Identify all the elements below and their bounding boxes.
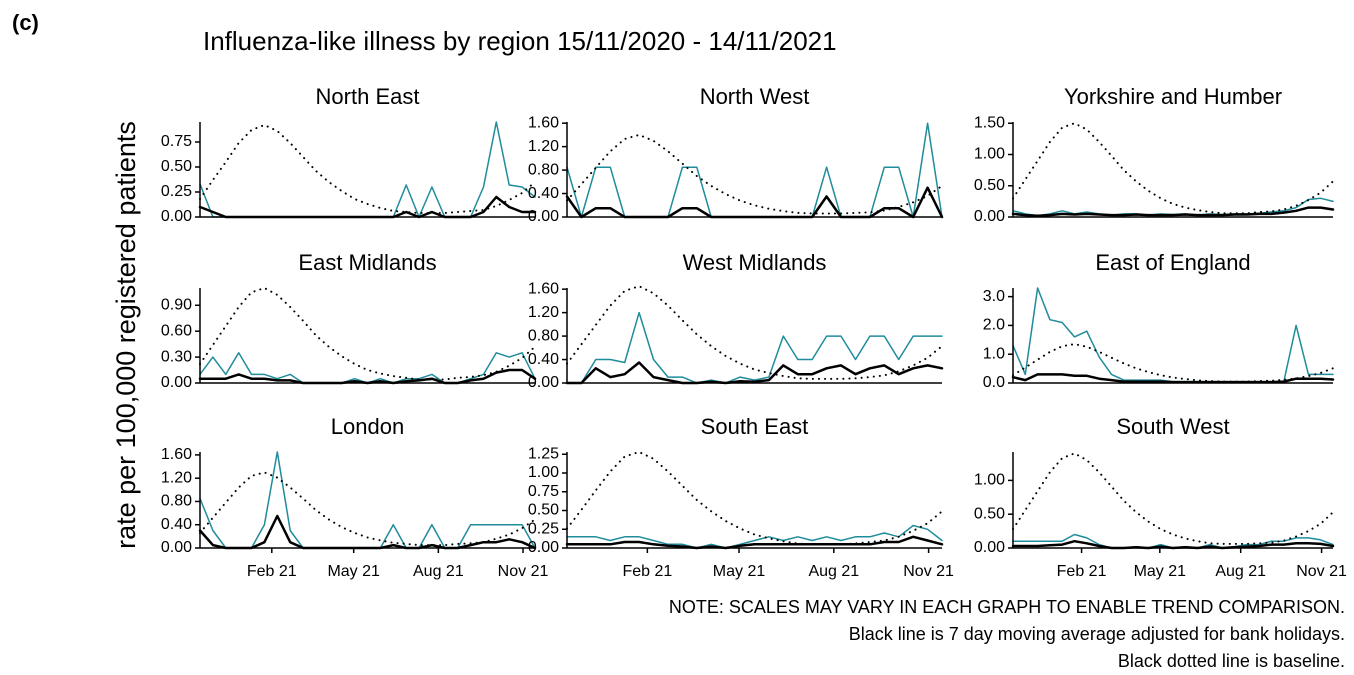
y-tick-label: 0.50 <box>528 502 559 519</box>
y-tick-label: 0.00 <box>974 539 1005 556</box>
y-tick-label: 0.0 <box>983 374 1005 391</box>
y-tick-label: 0.50 <box>974 177 1005 194</box>
baseline-line <box>1012 452 1334 545</box>
moving-average-line <box>198 514 537 550</box>
panel-title: Yorkshire and Humber <box>1064 84 1282 109</box>
x-tick-label: May 21 <box>327 563 380 580</box>
x-tick-label: May 21 <box>1134 563 1187 580</box>
y-tick-label: 0.00 <box>528 539 559 556</box>
x-tick-label: Aug 21 <box>413 563 464 580</box>
daily-rate-line <box>1012 287 1334 383</box>
panel-title: East of England <box>1095 250 1250 275</box>
y-tick-label: 1.00 <box>974 146 1005 163</box>
y-tick-label: 1.60 <box>528 280 559 297</box>
moving-average-line <box>565 361 944 385</box>
y-tick-label: 2.0 <box>983 317 1005 334</box>
x-tick-label: Feb 21 <box>622 563 672 580</box>
y-tick-label: 1.0 <box>983 345 1005 362</box>
baseline-line <box>199 124 536 214</box>
x-tick-label: Feb 21 <box>1057 563 1107 580</box>
daily-rate-line <box>566 524 943 549</box>
y-tick-label: 0.50 <box>974 505 1005 522</box>
panel-title: North West <box>700 84 810 109</box>
moving-average-line <box>1011 373 1335 384</box>
y-tick-label: 1.50 <box>974 114 1005 131</box>
moving-average-line <box>1011 539 1335 550</box>
panel-title: East Midlands <box>298 250 436 275</box>
y-tick-label: 0.25 <box>161 183 192 200</box>
y-tick-label: 0.75 <box>161 133 192 150</box>
y-tick-label: 0.90 <box>161 296 192 313</box>
panel-title: London <box>331 414 404 439</box>
y-tick-label: 1.20 <box>161 469 192 486</box>
y-tick-label: 0.40 <box>161 516 192 533</box>
baseline-line <box>199 471 536 547</box>
x-tick-label: Nov 21 <box>1296 563 1347 580</box>
x-tick-label: Aug 21 <box>808 563 859 580</box>
baseline-line <box>566 133 943 215</box>
baseline-line <box>1012 343 1334 383</box>
x-tick-label: Nov 21 <box>903 563 954 580</box>
x-tick-label: Nov 21 <box>498 563 549 580</box>
y-tick-label: 0.80 <box>161 493 192 510</box>
y-tick-label: 1.20 <box>528 304 559 321</box>
baseline-line <box>566 285 943 380</box>
note: Black dotted line is baseline. <box>1118 651 1345 671</box>
moving-average-line <box>1011 206 1335 218</box>
panel-title: West Midlands <box>683 250 827 275</box>
y-tick-label: 0.80 <box>528 327 559 344</box>
panel-title: North East <box>316 84 420 109</box>
x-tick-label: May 21 <box>713 563 766 580</box>
daily-rate-line <box>199 451 536 549</box>
daily-rate-line <box>199 121 536 218</box>
baseline-line <box>1012 122 1334 215</box>
y-tick-label: 1.25 <box>528 445 559 462</box>
y-tick-label: 0.80 <box>528 161 559 178</box>
y-tick-label: 0.40 <box>528 185 559 202</box>
y-tick-label: 1.00 <box>528 464 559 481</box>
baseline-line <box>566 451 943 546</box>
moving-average-line <box>565 535 944 550</box>
x-tick-label: Aug 21 <box>1215 563 1266 580</box>
y-tick-label: 0.00 <box>974 208 1005 225</box>
y-tick-label: 0.30 <box>161 348 192 365</box>
note: Black line is 7 day moving average adjus… <box>849 624 1345 644</box>
y-tick-label: 1.00 <box>974 472 1005 489</box>
y-tick-label: 0.25 <box>528 520 559 537</box>
x-tick-label: Feb 21 <box>247 563 297 580</box>
y-tick-label: 0.50 <box>161 158 192 175</box>
y-tick-label: 0.60 <box>161 322 192 339</box>
daily-rate-line <box>566 311 943 384</box>
y-tick-label: 0.00 <box>528 208 559 225</box>
y-tick-label: 0.00 <box>161 374 192 391</box>
moving-average-line <box>198 195 537 219</box>
y-tick-label: 1.60 <box>161 446 192 463</box>
note: NOTE: SCALES MAY VARY IN EACH GRAPH TO E… <box>669 597 1345 617</box>
daily-rate-line <box>566 122 943 218</box>
y-tick-label: 0.00 <box>528 374 559 391</box>
y-tick-label: 0.40 <box>528 351 559 368</box>
y-tick-label: 0.00 <box>161 539 192 556</box>
y-tick-label: 1.60 <box>528 114 559 131</box>
daily-rate-line <box>1012 533 1334 549</box>
baseline-line <box>199 287 536 381</box>
panel-label: (c) <box>12 10 39 35</box>
panel-title: South East <box>701 414 809 439</box>
panel-title: South West <box>1116 414 1229 439</box>
y-tick-label: 1.20 <box>528 138 559 155</box>
y-tick-label: 0.00 <box>161 208 192 225</box>
y-tick-label: 3.0 <box>983 288 1005 305</box>
y-axis-label: rate per 100,000 registered patients <box>111 121 141 549</box>
y-tick-label: 0.75 <box>528 483 559 500</box>
figure-title: Influenza-like illness by region 15/11/2… <box>203 26 837 56</box>
